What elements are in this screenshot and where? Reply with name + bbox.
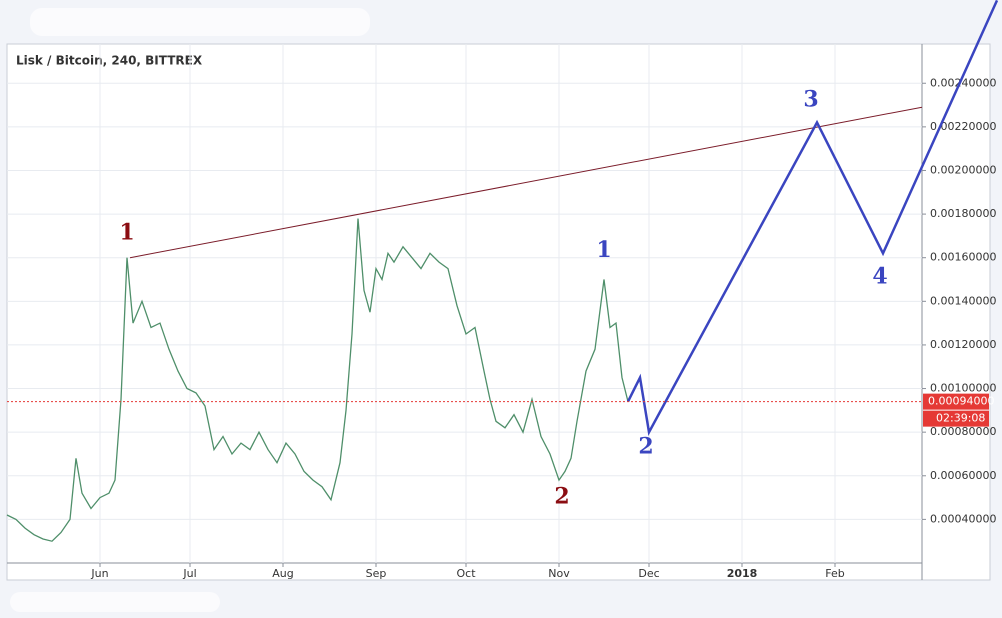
y-tick-label: 0.00040000	[930, 512, 996, 525]
x-tick-label: 2018	[727, 567, 758, 580]
chart-frame	[6, 43, 991, 581]
y-tick-label: 0.00080000	[930, 425, 996, 438]
x-tick-label: Dec	[638, 567, 659, 580]
blurred-header	[30, 8, 370, 36]
chart-title: Lisk / Bitcoin, 240, BITTREX	[16, 54, 203, 68]
y-tick-label: 0.00220000	[930, 120, 996, 133]
x-tick-label: Jun	[90, 567, 108, 580]
x-tick-label: Feb	[825, 567, 844, 580]
x-tick-label: Aug	[272, 567, 293, 580]
blurred-footer	[10, 592, 220, 612]
price-line	[6, 218, 629, 542]
wave-label: 2	[638, 433, 653, 459]
wave-label: 3	[803, 87, 818, 113]
wave-label: 1	[119, 220, 134, 246]
y-tick-label: 0.00100000	[930, 382, 996, 395]
y-tick-label: 0.00160000	[930, 251, 996, 264]
y-tick-label: 0.00140000	[930, 294, 996, 307]
current-price-label: 0.00094000	[928, 395, 994, 408]
wave-projection	[626, 0, 999, 437]
wave-label: 2	[554, 484, 569, 510]
wave-label: 1	[596, 237, 611, 263]
trendline	[129, 106, 923, 259]
y-tick-label: 0.00180000	[930, 207, 996, 220]
x-tick-label: Oct	[456, 567, 476, 580]
countdown: 02:39:08	[936, 412, 985, 425]
current-price-badge	[923, 393, 989, 410]
x-tick-label: Sep	[366, 567, 387, 580]
y-tick-label: 0.00240000	[930, 76, 996, 89]
y-tick-label: 0.00060000	[930, 469, 996, 482]
x-tick-label: Nov	[548, 567, 570, 580]
countdown-badge	[923, 410, 989, 427]
x-tick-label: Jul	[182, 567, 196, 580]
wave-label: 4	[872, 263, 887, 289]
y-tick-label: 0.00200000	[930, 163, 996, 176]
y-tick-label: 0.00120000	[930, 338, 996, 351]
